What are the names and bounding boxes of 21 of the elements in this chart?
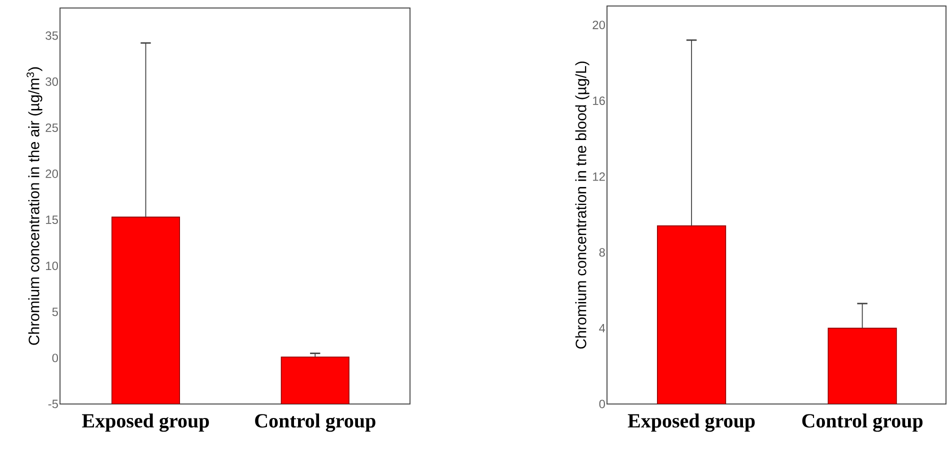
- y-tick-label: 12: [593, 172, 605, 181]
- y-tick-label: 35: [46, 31, 58, 40]
- y-tick-label: 5: [52, 308, 58, 316]
- y-tick-label: 8: [599, 248, 605, 257]
- y-tick-label: 30: [46, 77, 58, 86]
- y-tick-label: 0: [52, 354, 58, 362]
- y-tick-label: 16: [593, 96, 605, 105]
- y-tick-label: 25: [46, 123, 58, 132]
- x-tick-label: Control group: [802, 414, 923, 432]
- y-tick-label: 4: [599, 324, 606, 332]
- y-axis-title: Chromium concentration in tne blood (µg/L): [575, 62, 590, 349]
- y-axis-title: Chromium concentration in the air (µg/m$^{3}$): [26, 67, 42, 345]
- y-tick-label: 20: [592, 20, 606, 30]
- x-tick-label: Control group: [255, 414, 376, 432]
- x-tick-label: Exposed group: [628, 414, 755, 432]
- y-tick-label: 15: [46, 216, 58, 224]
- x-tick-label: Exposed group: [82, 414, 209, 432]
- y-tick-label: 0: [599, 400, 606, 408]
- y-tick-label: -5: [48, 400, 58, 408]
- y-tick-label: 10: [46, 262, 58, 270]
- y-tick-label: 20: [46, 170, 58, 178]
